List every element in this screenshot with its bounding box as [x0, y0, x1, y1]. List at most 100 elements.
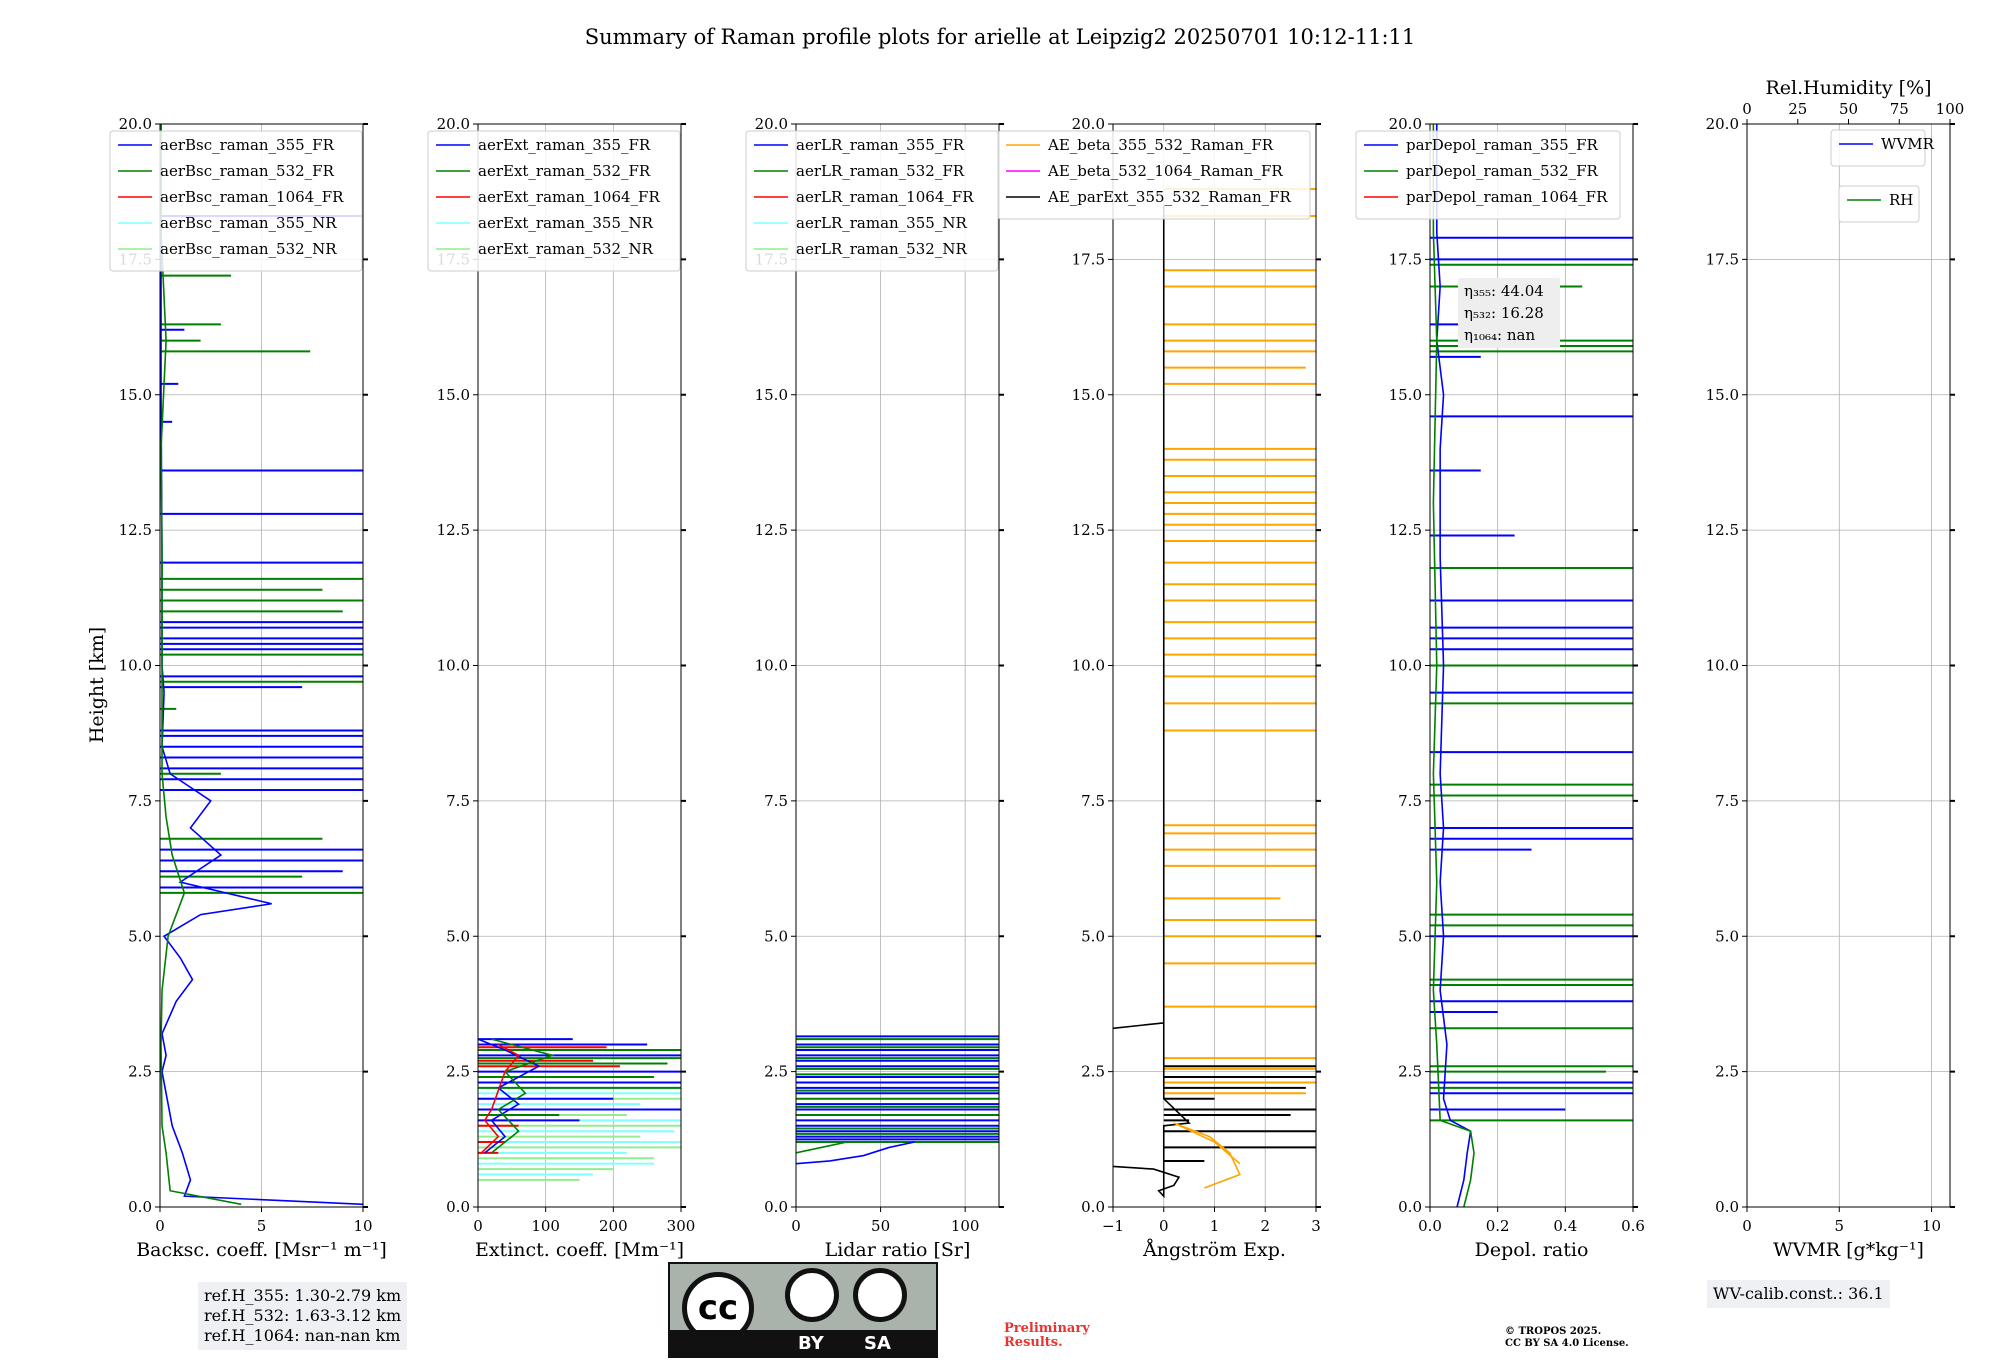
y-tick-label: 5.0	[1715, 927, 1739, 945]
y-tick-label: 15.0	[119, 386, 152, 404]
legend-entry: aerExt_raman_532_FR	[478, 162, 651, 180]
x-tick-label: 300	[667, 1217, 696, 1235]
y-tick-label: 20.0	[437, 115, 470, 133]
y-tick-label: 10.0	[1389, 657, 1422, 675]
panel-bsc: 0.02.55.07.510.012.515.017.520.00510Back…	[109, 115, 387, 1261]
x-axis-label: Ångström Exp.	[1142, 1239, 1286, 1261]
y-tick-label: 7.5	[1715, 792, 1739, 810]
annotation-line: η₁₀₆₄: nan	[1464, 326, 1535, 344]
y-tick-label: 10.0	[755, 657, 788, 675]
legend-entry: aerLR_raman_1064_FR	[796, 188, 974, 206]
legend: aerBsc_raman_355_FR aerBsc_raman_532_FRae…	[109, 130, 363, 272]
x-tick-label: 0.0	[1418, 1217, 1442, 1235]
legend-frame	[1355, 130, 1621, 220]
copyright-line-1: © TROPOS 2025.	[1505, 1326, 1602, 1337]
legend-entry: parDepol_raman_355_FR	[1406, 136, 1599, 154]
y-tick-label: 17.5	[1706, 250, 1739, 268]
legend-entry: aerBsc_raman_532_FR	[160, 162, 335, 180]
legend-entry: aerExt_raman_355_FR	[478, 136, 651, 154]
panel-lr: 0.02.55.07.510.012.515.017.520.0050100Li…	[745, 115, 1004, 1261]
legend: aerExt_raman_355_FR aerExt_raman_532_FRae…	[427, 130, 681, 272]
y-tick-label: 12.5	[119, 521, 152, 539]
sa-label: SA	[864, 1333, 891, 1354]
y-tick-label: 12.5	[1389, 521, 1422, 539]
x-tick-label: 0.6	[1621, 1217, 1645, 1235]
y-tick-label: 7.5	[764, 792, 788, 810]
y-tick-label: 5.0	[128, 927, 152, 945]
series-line	[160, 124, 363, 1206]
data-layer	[1430, 124, 1633, 1207]
annotation-box	[1458, 278, 1560, 348]
x-tick-label: 0.2	[1486, 1217, 1510, 1235]
legend-entry: aerLR_raman_355_FR	[796, 136, 965, 154]
legend-entry: AE_beta_532_1064_Raman_FR	[1047, 162, 1283, 180]
legend-entry: parDepol_raman_1064_FR	[1406, 188, 1608, 206]
y-tick-label: 17.5	[1389, 250, 1422, 268]
series-line	[1113, 205, 1191, 1199]
license-bar: BY SA	[670, 1330, 936, 1356]
y-tick-label: 10.0	[119, 657, 152, 675]
x-tick-label: 100	[951, 1217, 980, 1235]
copyright-line-2: CC BY SA 4.0 License.	[1505, 1338, 1629, 1349]
legend-entry: AE_parExt_355_532_Raman_FR	[1047, 188, 1292, 206]
y-tick-label: 12.5	[1706, 521, 1739, 539]
data-layer	[796, 1035, 999, 1165]
legend-entry: aerBsc_raman_532_NR	[160, 240, 337, 258]
legend-entry: aerLR_raman_532_FR	[796, 162, 965, 180]
y-tick-label: 0.0	[1081, 1198, 1105, 1216]
panel-ae: 0.0 2.5 5.0 7.5 10.0 12.5 15.0 17.5 20.0 −1 0 1 2 3 Ån…	[997, 115, 1321, 1261]
y-tick-label: 7.5	[1398, 792, 1422, 810]
ref-height-355: ref.H_355: 1.30-2.79 km	[204, 1286, 402, 1305]
cc-license-badge: cc BY SA	[668, 1262, 938, 1358]
y-tick-label: 15.0	[437, 386, 470, 404]
panels: 0.0 2.5 5.0 7.5 10.0 12.5 15.0 17.5 20.0 0 5 10 Back…	[109, 77, 1964, 1261]
x-tick-label: 0	[791, 1217, 801, 1235]
legend: parDepol_raman_355_FR parDepol_raman_532_…	[1355, 130, 1621, 220]
top-axis-label: Rel.Humidity [%]	[1765, 77, 1931, 99]
y-tick-label: 7.5	[128, 792, 152, 810]
by-label: BY	[798, 1333, 824, 1354]
y-tick-label: 0.0	[1398, 1198, 1422, 1216]
legend-entry: WVMR	[1881, 135, 1935, 153]
y-axis-label: Height [km]	[86, 627, 108, 743]
x-axis-label: Backsc. coeff. [Msr⁻¹ m⁻¹]	[136, 1239, 387, 1261]
legend-entry: aerBsc_raman_1064_FR	[160, 188, 344, 206]
y-tick-label: 0.0	[1715, 1198, 1739, 1216]
y-tick-label: 5.0	[764, 927, 788, 945]
x-tick-label: 200	[599, 1217, 628, 1235]
y-tick-label: 5.0	[1398, 927, 1422, 945]
preliminary-line-1: Preliminary	[1004, 1321, 1090, 1336]
series-line	[796, 1141, 847, 1154]
preliminary-line-2: Results.	[1004, 1335, 1063, 1350]
y-tick-label: 17.5	[1072, 250, 1105, 268]
x-tick-label: 3	[1311, 1217, 1321, 1235]
y-tick-label: 10.0	[437, 657, 470, 675]
legend-entry: AE_beta_355_532_Raman_FR	[1047, 136, 1274, 154]
top-tick-label: 25	[1788, 100, 1807, 118]
series-line	[1173, 1122, 1241, 1189]
legend-entry: aerLR_raman_355_NR	[796, 214, 967, 232]
x-axis-label: Lidar ratio [Sr]	[825, 1239, 971, 1261]
series-line	[160, 124, 242, 1206]
y-tick-label: 20.0	[1072, 115, 1105, 133]
x-tick-label: 0	[1159, 1217, 1169, 1235]
y-tick-label: 10.0	[1706, 657, 1739, 675]
sa-share-alike-icon	[853, 1268, 907, 1322]
legend-entry: aerExt_raman_532_NR	[478, 240, 654, 258]
y-tick-label: 5.0	[446, 927, 470, 945]
legend-entry: aerExt_raman_355_NR	[478, 214, 654, 232]
x-tick-label: 10	[1922, 1217, 1941, 1235]
legend-entry: RH	[1889, 191, 1913, 209]
x-tick-label: 0	[155, 1217, 165, 1235]
y-tick-label: 15.0	[755, 386, 788, 404]
y-tick-label: 2.5	[764, 1063, 788, 1081]
y-tick-label: 12.5	[755, 521, 788, 539]
top-tick-label: 50	[1839, 100, 1858, 118]
x-tick-label: 0.4	[1553, 1217, 1577, 1235]
y-tick-label: 7.5	[1081, 792, 1105, 810]
y-tick-label: 15.0	[1706, 386, 1739, 404]
data-layer	[1113, 187, 1316, 1199]
x-tick-label: 5	[1834, 1217, 1844, 1235]
ref-height-532: ref.H_532: 1.63-3.12 km	[204, 1306, 402, 1325]
